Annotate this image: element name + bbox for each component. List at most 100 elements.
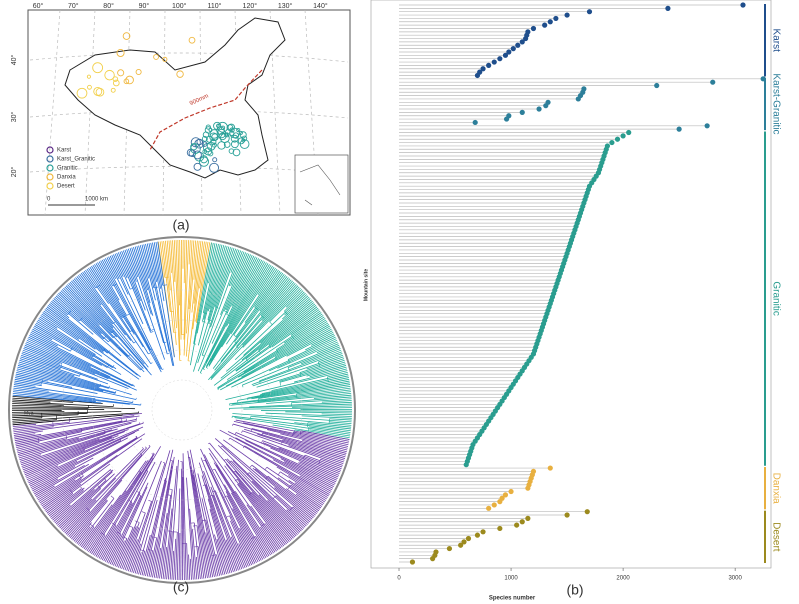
- tree-branch: [229, 403, 352, 409]
- tree-branch: [131, 543, 141, 573]
- tree-branch: [152, 452, 155, 455]
- tree-branch: [196, 556, 199, 580]
- dot: [446, 545, 453, 552]
- tree-branch: [12, 419, 57, 424]
- tree-branch: [217, 388, 219, 391]
- tree-branch: [252, 467, 314, 519]
- tree-branch: [18, 428, 118, 459]
- lon-label: 60°: [33, 2, 44, 10]
- tree-branch: [20, 423, 141, 464]
- tree-branch: [292, 405, 352, 408]
- tree-branch: [196, 525, 205, 579]
- tree-branch: [277, 477, 322, 509]
- tree-branch: [136, 499, 158, 575]
- tree-branch: [208, 281, 295, 381]
- tree-branch: [247, 378, 350, 399]
- tree-branch: [266, 396, 352, 404]
- tree-branch: [318, 353, 343, 363]
- tree-branch: [111, 486, 148, 565]
- tree-branch: [192, 474, 212, 578]
- tree-branch: [321, 400, 352, 403]
- tree-branch: [224, 484, 267, 559]
- tree-branch: [197, 473, 224, 576]
- site-marker: [216, 123, 221, 128]
- dot: [502, 492, 509, 498]
- tree-branch: [229, 437, 329, 497]
- site-marker: [207, 150, 214, 157]
- tree-branch: [153, 242, 165, 302]
- site-marker: [212, 157, 218, 163]
- tree-branch: [101, 259, 151, 351]
- tree-branch: [45, 463, 111, 513]
- tree-branch: [79, 273, 126, 336]
- tree-branch: [88, 267, 131, 332]
- tree-branch: [225, 539, 238, 572]
- tree-branch: [60, 498, 93, 530]
- tree-branch: [15, 375, 73, 388]
- tree-branch: [18, 363, 101, 388]
- tree-branch: [59, 364, 63, 369]
- tree-branch: [242, 430, 343, 466]
- tree-branch: [241, 385, 244, 388]
- dot: [474, 72, 481, 79]
- tree-branch: [306, 422, 309, 428]
- tree-branch: [203, 454, 259, 563]
- tree-branch: [71, 479, 123, 540]
- tree-branch: [205, 261, 266, 367]
- tree-branch: [108, 256, 120, 280]
- tree-branch: [12, 399, 51, 403]
- dot: [491, 502, 497, 508]
- tree-branch: [285, 290, 304, 308]
- tree-branch: [138, 245, 168, 355]
- tree-branch: [232, 423, 347, 456]
- tree-branch: [172, 240, 176, 282]
- tree-branch: [284, 291, 305, 312]
- tree-branch: [12, 423, 37, 427]
- tree-branch: [176, 488, 181, 580]
- tree-branch: [100, 260, 162, 373]
- tree-branch: [113, 540, 125, 566]
- tree-branch: [187, 241, 204, 361]
- tree-branch: [38, 433, 146, 502]
- tree-branch: [282, 295, 309, 320]
- tree-branch: [91, 453, 155, 555]
- tree-branch: [97, 262, 120, 301]
- tree-branch: [58, 292, 102, 335]
- tree-branch: [161, 241, 171, 312]
- tree-branch: [293, 431, 349, 444]
- tree-branch: [155, 547, 162, 579]
- dot: [536, 106, 542, 112]
- tree-branch: [210, 249, 238, 328]
- tree-branch: [242, 344, 340, 386]
- tree-branch: [235, 432, 340, 476]
- tree-branch: [242, 285, 299, 346]
- tree-branch: [13, 426, 54, 433]
- tree-branch: [141, 244, 156, 301]
- tree-branch: [20, 422, 144, 466]
- x-axis-label: Species number: [489, 596, 536, 602]
- tree-branch: [272, 459, 332, 492]
- tree-branch: [258, 305, 317, 351]
- tree-branch: [94, 457, 154, 556]
- tree-branch: [12, 395, 103, 405]
- tree-branch: [124, 512, 146, 571]
- tree-ring: [8, 236, 356, 584]
- tree-branch: [167, 531, 173, 580]
- tree-branch: [210, 263, 269, 362]
- tree-branch: [190, 466, 208, 579]
- tree-branch: [12, 414, 79, 419]
- dot: [740, 2, 746, 8]
- tree-branch: [244, 445, 330, 495]
- dot: [614, 136, 621, 142]
- tree-branch: [14, 380, 42, 387]
- tree-branch: [122, 250, 146, 311]
- tree-branch: [262, 442, 340, 475]
- tree-branch: [268, 307, 319, 346]
- tree-branch: [277, 341, 338, 369]
- tree-branch: [116, 252, 128, 279]
- tree-branch: [129, 462, 166, 572]
- tree-branch: [16, 368, 116, 394]
- tree-branch: [220, 252, 247, 315]
- tree-branch: [224, 465, 286, 546]
- tree-branch: [15, 373, 49, 382]
